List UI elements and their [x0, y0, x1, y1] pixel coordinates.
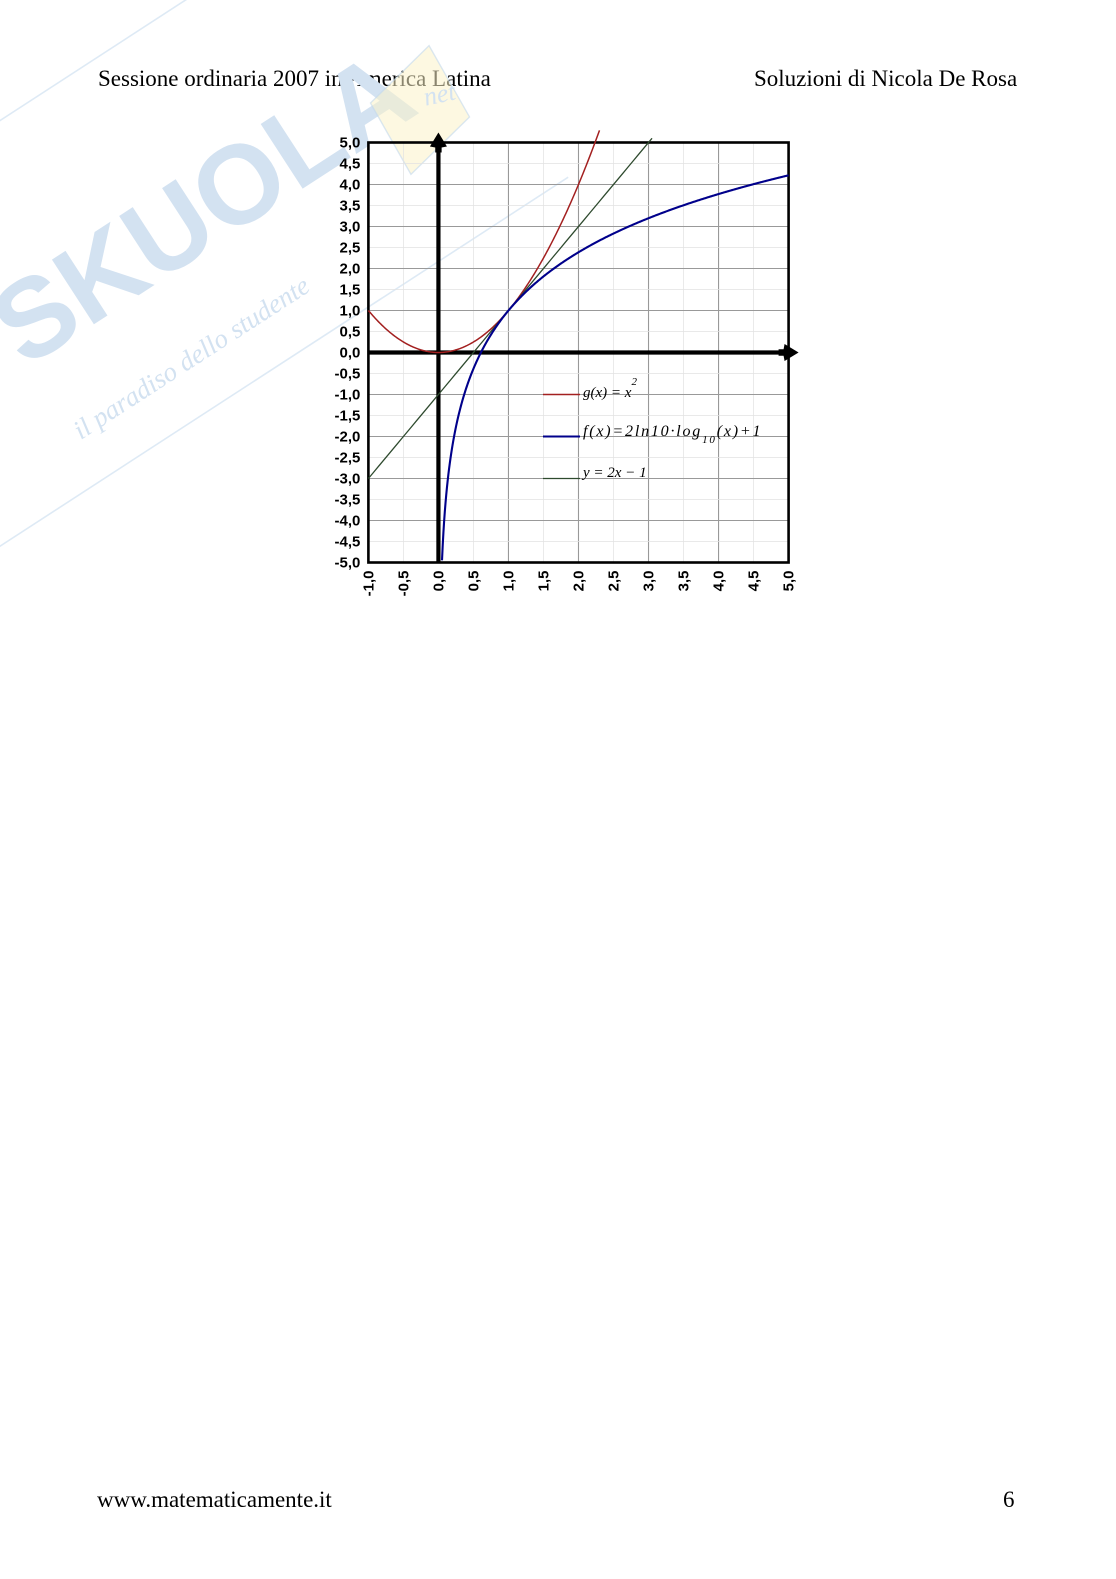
- svg-text:3,0: 3,0: [340, 219, 361, 236]
- svg-text:5,0: 5,0: [781, 571, 798, 592]
- svg-text:0,0: 0,0: [340, 345, 361, 362]
- svg-text:-2,0: -2,0: [335, 429, 361, 446]
- svg-text:4,0: 4,0: [340, 177, 361, 194]
- svg-text:2,5: 2,5: [606, 571, 623, 592]
- svg-text:4,5: 4,5: [340, 156, 361, 173]
- svg-text:5,0: 5,0: [340, 135, 361, 152]
- svg-text:-1,0: -1,0: [360, 571, 377, 597]
- svg-text:-0,5: -0,5: [395, 571, 412, 597]
- svg-text:1,0: 1,0: [340, 303, 361, 320]
- svg-text:2,0: 2,0: [570, 571, 587, 592]
- svg-text:-3,5: -3,5: [335, 492, 361, 509]
- svg-text:-4,5: -4,5: [335, 534, 361, 551]
- svg-text:-0,5: -0,5: [335, 366, 361, 383]
- svg-text:0,0: 0,0: [430, 571, 447, 592]
- svg-text:0,5: 0,5: [465, 571, 482, 592]
- svg-text:-5,0: -5,0: [335, 555, 361, 572]
- svg-text:4,5: 4,5: [746, 571, 763, 592]
- svg-text:-4,0: -4,0: [335, 513, 361, 530]
- svg-text:3,5: 3,5: [340, 198, 361, 215]
- svg-text:3,0: 3,0: [641, 571, 658, 592]
- svg-text:4,0: 4,0: [711, 571, 728, 592]
- svg-text:1,5: 1,5: [340, 282, 361, 299]
- svg-text:1,5: 1,5: [535, 571, 552, 592]
- svg-text:-2,5: -2,5: [335, 450, 361, 467]
- svg-text:-1,0: -1,0: [335, 387, 361, 404]
- svg-text:3,5: 3,5: [676, 571, 693, 592]
- svg-text:-3,0: -3,0: [335, 471, 361, 488]
- svg-text:0,5: 0,5: [340, 324, 361, 341]
- svg-text:2,5: 2,5: [340, 240, 361, 257]
- svg-text:-1,5: -1,5: [335, 408, 361, 425]
- svg-text:1,0: 1,0: [500, 571, 517, 592]
- svg-text:2,0: 2,0: [340, 261, 361, 278]
